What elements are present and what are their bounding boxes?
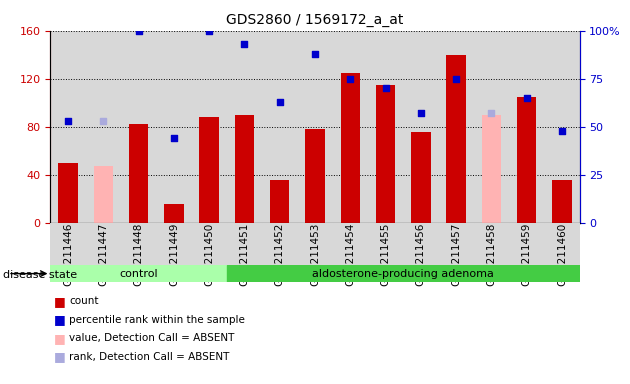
Bar (227, 265, 580, 282)
Bar (86, 31, 121, 223)
Point (63, 118, 73, 124)
Bar (306, 129, 324, 223)
Bar (403, 223, 438, 269)
Bar (341, 73, 360, 223)
Point (134, 28, 144, 34)
Bar (509, 31, 544, 223)
Bar (438, 223, 474, 269)
Text: GSM211453: GSM211453 (310, 223, 320, 286)
Text: GSM211458: GSM211458 (486, 223, 496, 286)
Bar (192, 31, 227, 223)
Bar (297, 223, 333, 269)
Bar (59, 163, 77, 223)
Bar (50, 265, 227, 282)
Bar (297, 31, 333, 223)
Bar (403, 31, 438, 223)
Bar (333, 31, 368, 223)
Text: ■: ■ (54, 313, 66, 326)
Bar (50, 31, 86, 223)
Text: GSM211455: GSM211455 (381, 223, 391, 286)
Point (204, 28, 214, 34)
Text: GSM211448: GSM211448 (134, 223, 144, 286)
Text: GSM211460: GSM211460 (557, 223, 567, 286)
Bar (86, 223, 121, 269)
Text: GSM211446: GSM211446 (63, 223, 73, 286)
Bar (235, 115, 254, 223)
Bar (509, 223, 544, 269)
Bar (164, 204, 183, 223)
Bar (192, 223, 227, 269)
Text: GSM211447: GSM211447 (98, 223, 108, 286)
Text: GSM211457: GSM211457 (451, 223, 461, 286)
Text: count: count (69, 296, 99, 306)
Text: GSM211459: GSM211459 (522, 223, 532, 286)
Text: GDS2860 / 1569172_a_at: GDS2860 / 1569172_a_at (226, 13, 404, 27)
Text: GSM211450: GSM211450 (204, 223, 214, 286)
Text: ■: ■ (54, 350, 66, 363)
Bar (517, 97, 536, 223)
Bar (121, 31, 156, 223)
Text: percentile rank within the sample: percentile rank within the sample (69, 315, 245, 325)
Bar (270, 180, 289, 223)
Bar (227, 223, 262, 269)
Bar (474, 223, 509, 269)
Bar (411, 131, 430, 223)
Bar (544, 31, 580, 223)
Text: GSM211449: GSM211449 (169, 223, 179, 286)
Text: GSM211454: GSM211454 (345, 223, 355, 286)
Point (239, 41, 249, 47)
Bar (553, 180, 571, 223)
Text: control: control (119, 268, 158, 279)
Point (486, 110, 496, 116)
Point (451, 76, 461, 82)
Point (557, 127, 567, 134)
Bar (438, 31, 474, 223)
Point (275, 99, 285, 105)
Text: aldosterone-producing adenoma: aldosterone-producing adenoma (312, 268, 494, 279)
Bar (94, 166, 113, 223)
Point (381, 85, 391, 91)
Point (522, 95, 532, 101)
Bar (156, 223, 192, 269)
Text: ■: ■ (54, 332, 66, 345)
Bar (376, 85, 395, 223)
Text: value, Detection Call = ABSENT: value, Detection Call = ABSENT (69, 333, 234, 343)
Point (98, 118, 108, 124)
Text: rank, Detection Call = ABSENT: rank, Detection Call = ABSENT (69, 352, 230, 362)
Point (310, 51, 320, 57)
Bar (368, 223, 403, 269)
Point (169, 135, 179, 141)
Bar (200, 117, 219, 223)
Bar (262, 31, 297, 223)
Bar (129, 124, 148, 223)
Bar (482, 115, 501, 223)
Text: GSM211456: GSM211456 (416, 223, 426, 286)
Bar (50, 223, 86, 269)
Bar (544, 223, 580, 269)
Text: GSM211452: GSM211452 (275, 223, 285, 286)
Bar (333, 223, 368, 269)
Bar (474, 31, 509, 223)
Text: ■: ■ (54, 295, 66, 308)
Bar (368, 31, 403, 223)
Point (416, 110, 426, 116)
Text: GSM211451: GSM211451 (239, 223, 249, 286)
Bar (227, 31, 262, 223)
Bar (121, 223, 156, 269)
Text: disease state: disease state (3, 270, 77, 280)
Bar (447, 55, 466, 223)
Bar (262, 223, 297, 269)
Point (345, 76, 355, 82)
Bar (156, 31, 192, 223)
